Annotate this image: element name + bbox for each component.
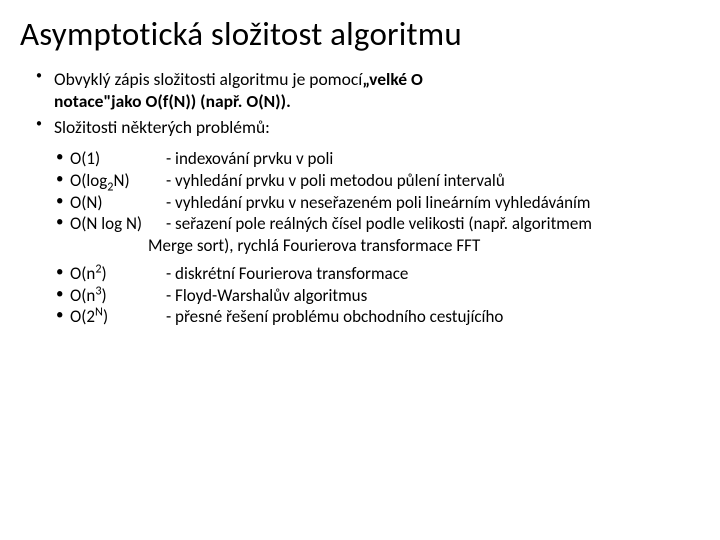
intro-item-1: Obvyklý zápis složitosti algoritmu je po…	[38, 68, 700, 113]
complexity-notation: O(N)	[70, 192, 166, 214]
complexity-desc: - diskrétní Fourierova transformace	[166, 263, 700, 285]
complexity-notation: O(log2N)	[70, 170, 166, 192]
complexity-desc: - přesné řešení problému obchodního cest…	[166, 306, 700, 328]
intro-item-2: Složitosti některých problémů:	[38, 116, 700, 138]
complexity-item: O(n3) - Floyd-Warshalův algoritmus	[56, 285, 700, 307]
complexity-item: O(2N) - přesné řešení problému obchodníh…	[56, 306, 700, 328]
complexity-notation: O(n2)	[70, 263, 166, 285]
complexity-desc: - indexování prvku v poli	[166, 148, 700, 170]
complexity-notation: O(N log N)	[70, 213, 166, 235]
intro-line2-rest: jako O(f(N)) (např. O(N)).	[111, 90, 291, 112]
complexity-item: O(1) - indexování prvku v poli	[56, 148, 700, 170]
intro-list: Obvyklý zápis složitosti algoritmu je po…	[20, 68, 700, 138]
complexity-continuation: Merge sort), rychlá Fourierova transform…	[20, 235, 700, 257]
complexity-list-cont: O(n2) - diskrétní Fourierova transformac…	[20, 263, 700, 328]
complexity-desc: - vyhledání prvku v neseřazeném poli lin…	[166, 192, 700, 214]
complexity-notation: O(1)	[70, 148, 166, 170]
slide-container: Asymptotická složitost algoritmu Obvyklý…	[0, 0, 720, 348]
complexity-desc: - vyhledání prvku v poli metodou půlení …	[166, 170, 700, 192]
complexity-desc: - seřazení pole reálných čísel podle vel…	[166, 213, 700, 235]
complexity-notation: O(n3)	[70, 285, 166, 307]
complexity-item: O(n2) - diskrétní Fourierova transformac…	[56, 263, 700, 285]
intro-line1-prefix: Obvyklý zápis složitosti algoritmu je po…	[54, 68, 362, 90]
complexity-item: O(N log N) - seřazení pole reálných číse…	[56, 213, 700, 235]
complexity-notation: O(2N)	[70, 306, 166, 328]
slide-title: Asymptotická složitost algoritmu	[20, 14, 700, 54]
intro-line1-bold: „velké O	[362, 68, 423, 90]
complexity-item: O(log2N) - vyhledání prvku v poli metodo…	[56, 170, 700, 192]
intro-line2-bold: notace"	[54, 90, 111, 112]
complexity-list: O(1) - indexování prvku v poli O(log2N) …	[20, 148, 700, 235]
complexity-item: O(N) - vyhledání prvku v neseřazeném pol…	[56, 192, 700, 214]
complexity-desc: - Floyd-Warshalův algoritmus	[166, 285, 700, 307]
